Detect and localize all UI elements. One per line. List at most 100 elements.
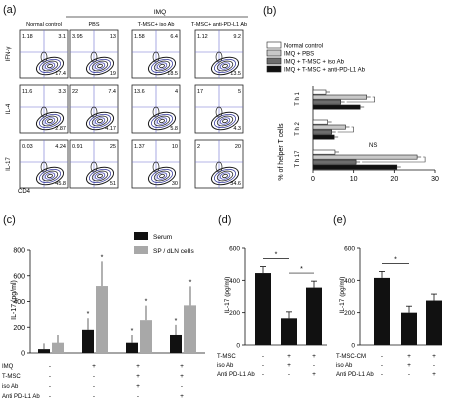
- contour-ring: [94, 62, 106, 70]
- contour-ring: [38, 168, 62, 184]
- legend-swatch-c: [134, 246, 148, 254]
- quadrant-value-top-right: 6.4: [170, 34, 178, 40]
- contour-tail: [215, 161, 223, 173]
- contour-ring: [91, 60, 109, 72]
- chart-c-sign: -: [49, 363, 51, 370]
- chart-c-sign: +: [180, 393, 184, 400]
- chart-b-bar: [312, 164, 398, 170]
- quadrant-value-top-right: 3.1: [58, 34, 66, 40]
- chart-c-bar: [170, 334, 182, 353]
- chart-c-sign: +: [136, 383, 140, 390]
- contour-ring: [85, 56, 115, 76]
- row-label-ifng: IFN-γ: [6, 47, 12, 62]
- chart-c-significance-star: *: [145, 299, 148, 306]
- chart-b-bar: [312, 124, 346, 130]
- panel-d-letter: (d): [218, 214, 232, 226]
- contour-ring: [222, 118, 228, 124]
- contour-ring: [41, 170, 59, 182]
- row-label-il4: IL-4: [6, 103, 12, 114]
- contour-ring: [147, 111, 177, 131]
- contour-ring: [41, 115, 59, 127]
- contour-ring: [210, 166, 240, 186]
- quadrant-value-bottom-right: 45.8: [55, 181, 66, 187]
- contour-ring: [97, 173, 103, 179]
- chart-c-sign: -: [181, 383, 183, 390]
- contour-ring: [35, 111, 65, 131]
- quadrant-value-top-right: 13: [110, 34, 116, 40]
- quadrant-value-top-right: 4: [175, 89, 178, 95]
- chart-b-x-tick-label: 10: [350, 176, 358, 183]
- small-chart-sign: +: [407, 353, 411, 360]
- contour-tail: [215, 51, 223, 63]
- quadrant-value-top-right: 25: [110, 144, 116, 150]
- chart-c-sign: -: [49, 373, 51, 380]
- contour-tail: [152, 106, 160, 118]
- column-title-antipdl1: T-MSC+ anti-PD-L1 Ab: [191, 22, 247, 28]
- chart-c-bar: [38, 349, 50, 353]
- chart-c-bar: [96, 286, 108, 353]
- contour-ring: [91, 115, 109, 127]
- contour-ring: [88, 113, 112, 129]
- contour-ring: [156, 172, 168, 180]
- small-chart-sign: -: [381, 353, 383, 360]
- small-chart-significance-star: *: [275, 252, 278, 259]
- chart-b-significance-bracket: [346, 96, 375, 103]
- quadrant-value-top-right: 10: [172, 144, 178, 150]
- chart-c-y-tick-label: 400: [13, 299, 25, 306]
- small-chart-significance-star: *: [300, 266, 303, 273]
- chart-c-sign: +: [180, 373, 184, 380]
- contour-ring: [150, 113, 174, 129]
- small-chart-sign: +: [432, 371, 436, 378]
- legend-label-c: SP / dLN cells: [153, 248, 194, 255]
- chart-c-row-label: T-MSC: [2, 374, 21, 380]
- quadrant-value-bottom-right: 34.6: [230, 181, 241, 187]
- contour-ring: [216, 60, 234, 72]
- quadrant-value-top-left: 11.6: [22, 89, 32, 95]
- quadrant-value-top-right: 5: [238, 89, 241, 95]
- chart-c-sign: -: [93, 383, 95, 390]
- column-title-iso: T-MSC+ iso Ab: [138, 22, 175, 28]
- contour-ring: [159, 173, 165, 179]
- chart-c-row-label: iso Ab: [2, 384, 19, 390]
- contour-ring: [94, 172, 106, 180]
- contour-ring: [213, 113, 237, 129]
- chart-c-sign: -: [49, 393, 51, 400]
- quadrant-value-top-right: 7.4: [108, 89, 116, 95]
- contour-ring: [216, 170, 234, 182]
- contour-ring: [47, 118, 53, 124]
- small-chart-row-label: iso Ab: [336, 363, 353, 369]
- quadrant-value-bottom-right: 4.3: [233, 126, 241, 132]
- chart-c-bar: [126, 342, 138, 353]
- panel-b-letter: (b): [263, 5, 277, 17]
- imq-label: IMQ: [154, 9, 166, 16]
- small-chart-sign: -: [381, 371, 383, 378]
- chart-b-x-tick-label: 30: [431, 176, 439, 183]
- small-chart-sign: -: [313, 362, 315, 369]
- small-chart-y-tick-label: 200: [229, 310, 240, 317]
- contour-ring: [219, 172, 231, 180]
- contour-ring: [44, 62, 56, 70]
- chart-c-y-tick-label: 600: [13, 273, 25, 280]
- contour-tail: [40, 51, 48, 63]
- contour-ring: [38, 113, 62, 129]
- chart-c-row-label: Anti PD-L1 Ab: [2, 394, 40, 400]
- contour-ring: [153, 115, 171, 127]
- quadrant-value-bottom-right: 19: [110, 71, 116, 77]
- chart-c-significance-star: *: [87, 311, 90, 318]
- contour-ring: [210, 111, 240, 131]
- chart-b-bar: [312, 154, 418, 160]
- chart-c-bar: [184, 305, 196, 353]
- contour-ring: [97, 63, 103, 69]
- small-chart-significance-star: *: [394, 256, 397, 263]
- chart-c-significance-star: *: [131, 328, 134, 335]
- contour-ring: [213, 58, 237, 74]
- small-chart-sign: -: [262, 353, 264, 360]
- quadrant-value-bottom-right: 30: [172, 181, 178, 187]
- x-axis-label-cd4: CD4: [18, 189, 31, 195]
- quadrant-value-top-left: 1.58: [134, 34, 145, 40]
- small-chart-row-label: Anti PD-L1 Ab: [336, 372, 374, 378]
- quadrant-value-top-right: 3.3: [58, 89, 66, 95]
- chart-b-bar: [312, 159, 357, 165]
- chart-c-bar: [82, 329, 94, 353]
- quadrant-value-top-left: 1.12: [197, 34, 208, 40]
